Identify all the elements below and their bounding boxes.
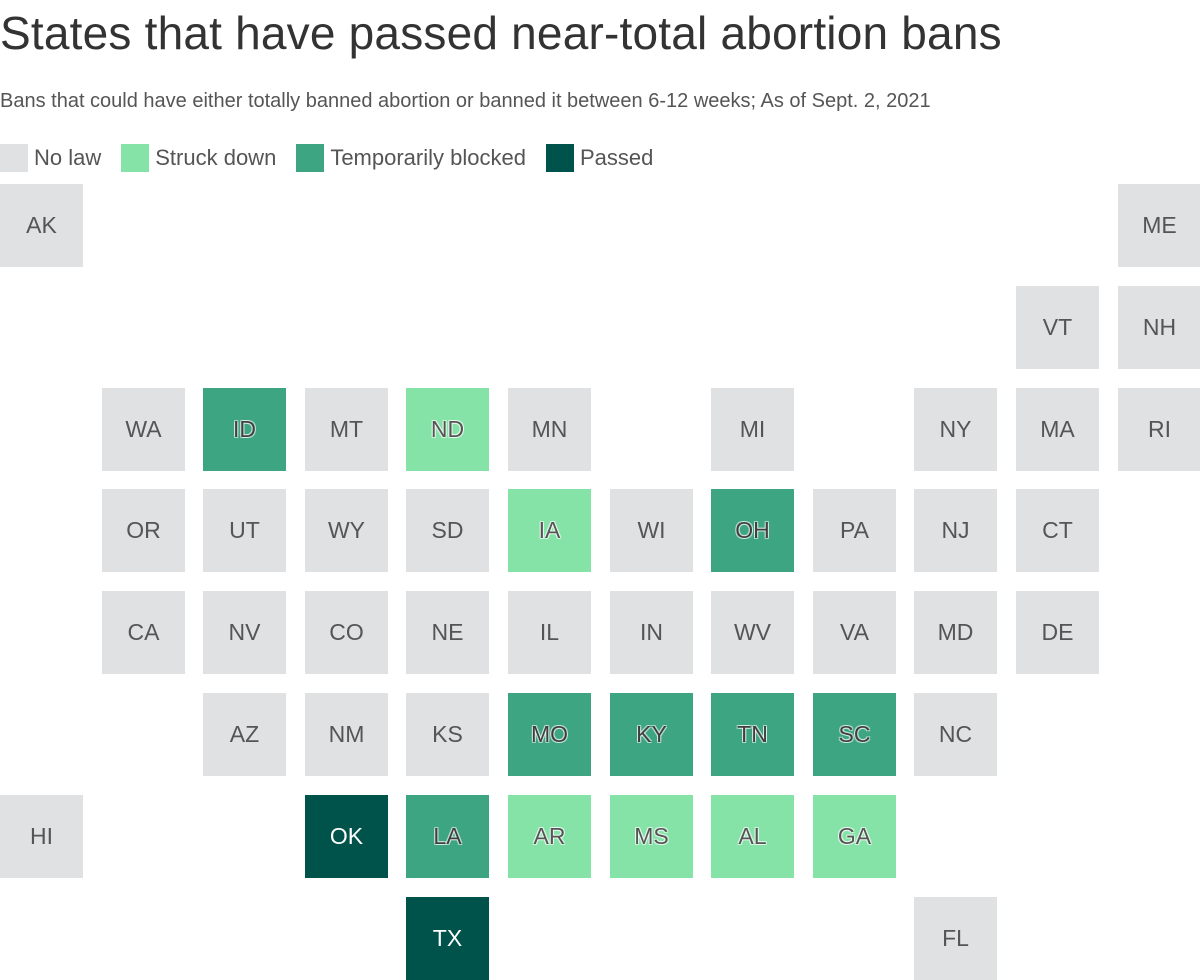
state-tile-ma: MA: [1016, 388, 1099, 471]
state-tile-la: LA: [406, 795, 489, 878]
state-tile-nc: NC: [914, 693, 997, 776]
state-tile-ut: UT: [203, 489, 286, 572]
state-tile-ok: OK: [305, 795, 388, 878]
state-tile-mi: MI: [711, 388, 794, 471]
state-tile-wa: WA: [102, 388, 185, 471]
legend-swatch-none: [0, 144, 28, 172]
legend-swatch-blocked: [296, 144, 325, 172]
state-tile-hi: HI: [0, 795, 83, 878]
state-tile-mn: MN: [508, 388, 591, 471]
state-tile-oh: OH: [711, 489, 794, 572]
legend-swatch-passed: [545, 144, 574, 172]
state-tile-nj: NJ: [914, 489, 997, 572]
state-tile-sc: SC: [813, 693, 896, 776]
state-tile-il: IL: [508, 591, 591, 674]
state-tile-al: AL: [711, 795, 794, 878]
legend-item-passed: Passed: [545, 144, 654, 172]
state-tile-ia: IA: [508, 489, 591, 572]
legend-label: Passed: [579, 145, 654, 170]
legend-item-none: No law: [0, 144, 101, 172]
state-tile-va: VA: [813, 591, 896, 674]
legend-item-struck: Struck down: [121, 144, 276, 172]
state-tile-ms: MS: [610, 795, 693, 878]
state-tile-id: ID: [203, 388, 286, 471]
legend-label: No law: [34, 145, 102, 170]
state-tile-tn: TN: [711, 693, 794, 776]
state-tile-nh: NH: [1118, 286, 1200, 369]
state-tile-ri: RI: [1118, 388, 1200, 471]
state-tile-nv: NV: [203, 591, 286, 674]
state-tile-fl: FL: [914, 897, 997, 980]
legend: No law Struck down Temporarily blocked Pass…: [0, 144, 653, 172]
state-tile-md: MD: [914, 591, 997, 674]
state-tile-wv: WV: [711, 591, 794, 674]
state-tile-ca: CA: [102, 591, 185, 674]
state-tile-wi: WI: [610, 489, 693, 572]
legend-label: Struck down: [155, 145, 277, 170]
state-tile-ak: AK: [0, 184, 83, 267]
state-tile-de: DE: [1016, 591, 1099, 674]
state-tile-ne: NE: [406, 591, 489, 674]
state-tile-mt: MT: [305, 388, 388, 471]
chart-title: States that have passed near-total abort…: [0, 7, 1002, 59]
legend-swatch-struck: [121, 144, 150, 172]
state-tile-ga: GA: [813, 795, 896, 878]
state-tile-vt: VT: [1016, 286, 1099, 369]
state-tile-me: ME: [1118, 184, 1200, 267]
state-tile-sd: SD: [406, 489, 489, 572]
state-tile-or: OR: [102, 489, 185, 572]
state-tile-ct: CT: [1016, 489, 1099, 572]
state-tile-tx: TX: [406, 897, 489, 980]
state-tile-pa: PA: [813, 489, 896, 572]
state-tile-nm: NM: [305, 693, 388, 776]
state-tile-ny: NY: [914, 388, 997, 471]
state-tile-ks: KS: [406, 693, 489, 776]
legend-item-blocked: Temporarily blocked: [296, 144, 526, 172]
state-tile-wy: WY: [305, 489, 388, 572]
state-tile-co: CO: [305, 591, 388, 674]
chart-subtitle: Bans that could have either totally bann…: [0, 90, 931, 112]
state-tile-nd: ND: [406, 388, 489, 471]
legend-label: Temporarily blocked: [330, 145, 526, 170]
state-tile-in: IN: [610, 591, 693, 674]
state-tile-mo: MO: [508, 693, 591, 776]
state-tile-ky: KY: [610, 693, 693, 776]
state-tile-ar: AR: [508, 795, 591, 878]
state-tile-az: AZ: [203, 693, 286, 776]
